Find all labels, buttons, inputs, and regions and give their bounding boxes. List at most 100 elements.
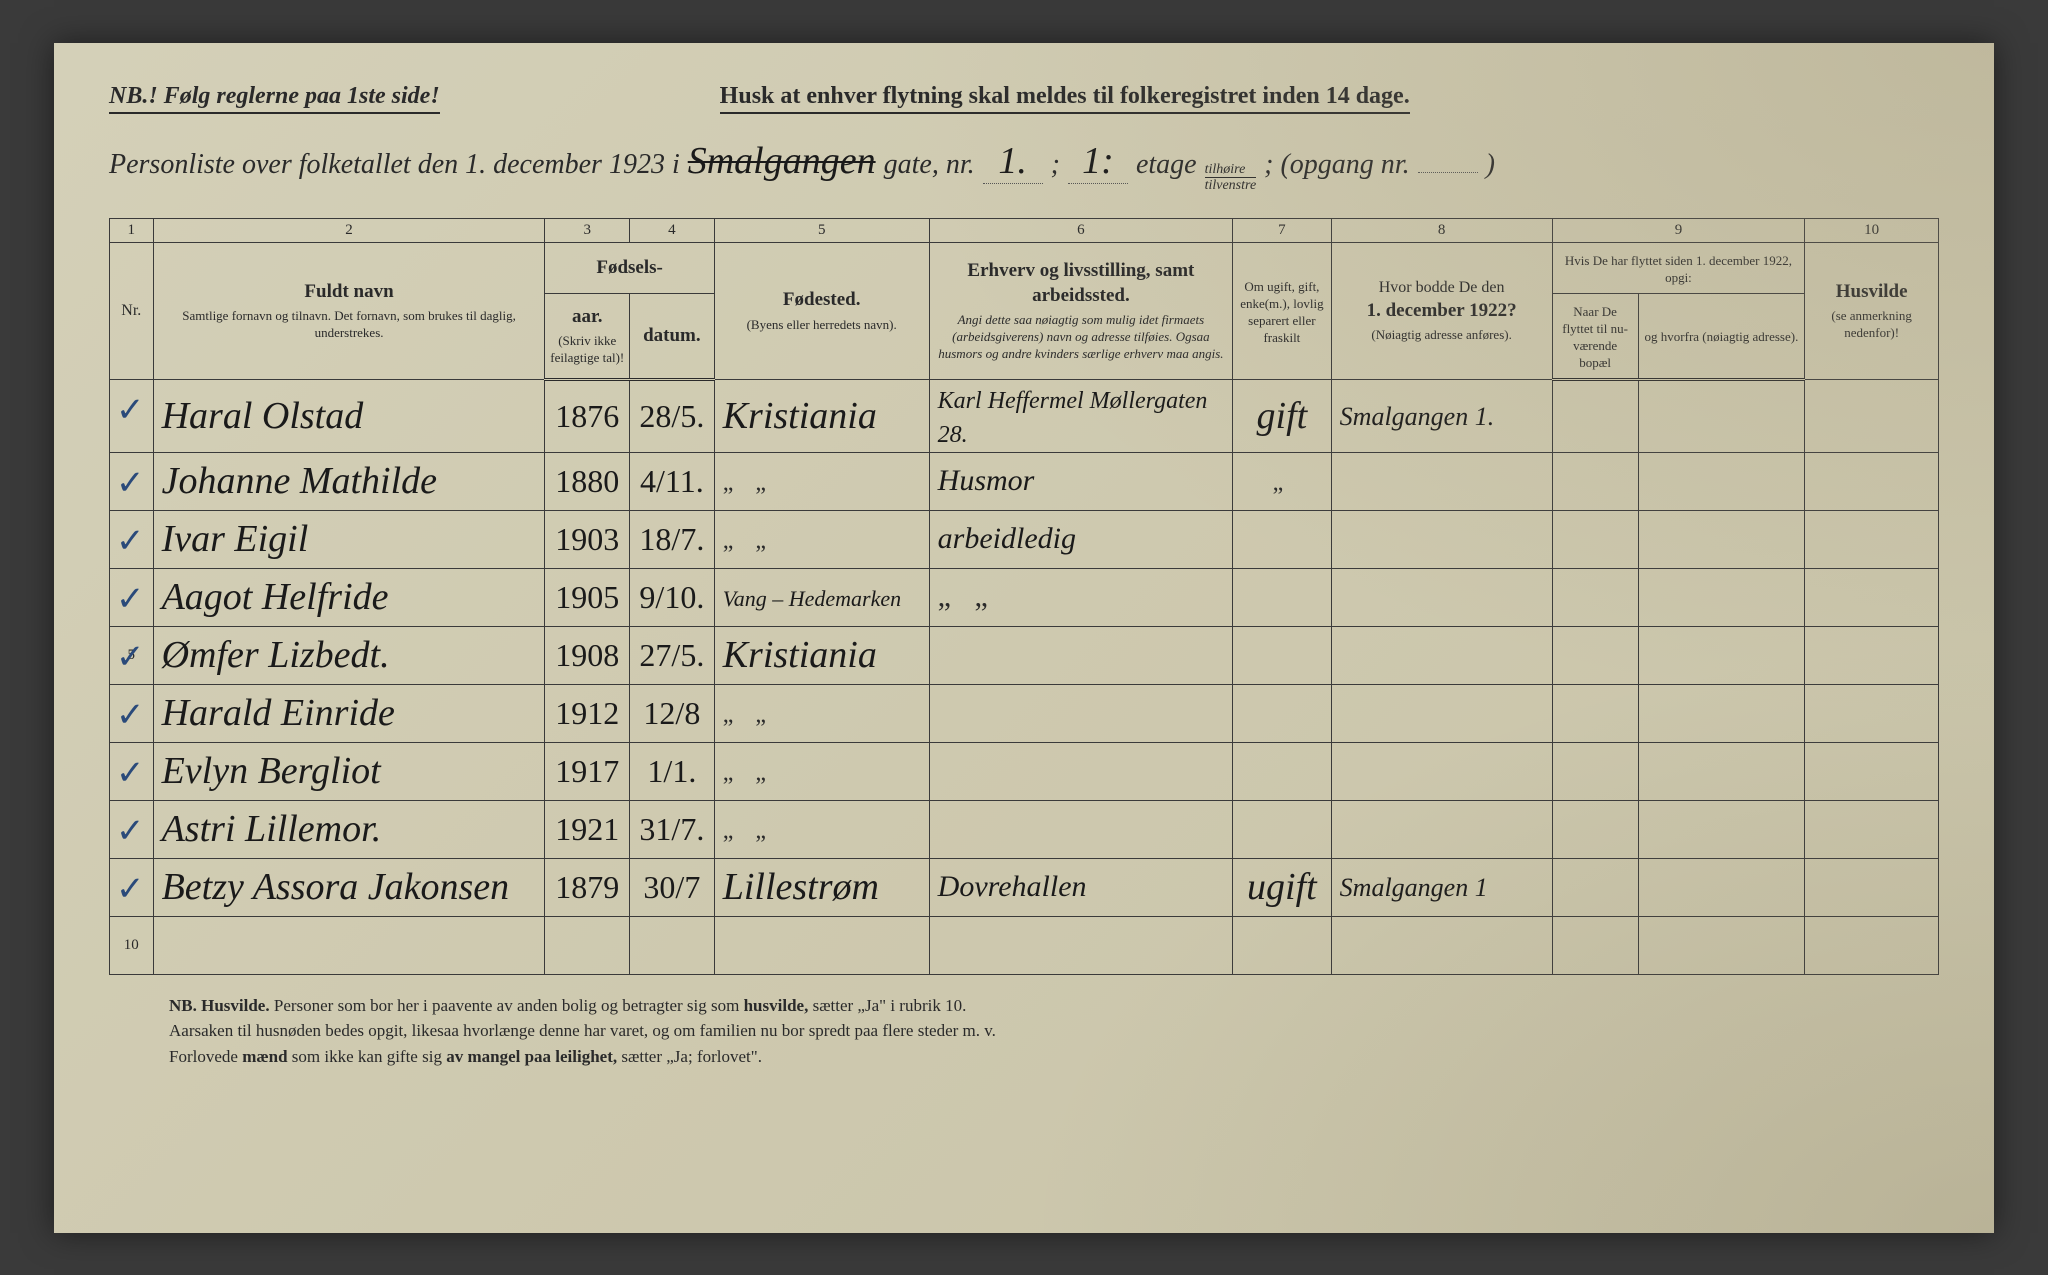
- cell-husvilde: [1805, 510, 1939, 568]
- table-body: ✓Haral Olstad187628/5.KristianiaKarl Hef…: [110, 379, 1939, 974]
- cell-date: 4/11.: [630, 452, 715, 510]
- cell-year: 1879: [545, 858, 630, 916]
- cell-moved: [1552, 858, 1638, 916]
- cell-name: Betzy Assora Jakonsen: [153, 858, 545, 916]
- header-line-1: NB.! Følg reglerne paa 1ste side! Husk a…: [109, 83, 1939, 114]
- cell-year: 1905: [545, 568, 630, 626]
- cell-occupation: [929, 742, 1232, 800]
- husk-instruction: Husk at enhver flytning skal meldes til …: [720, 83, 1410, 114]
- cell-marital: [1233, 568, 1332, 626]
- cell-residence: Smalgangen 1: [1331, 858, 1552, 916]
- table-row: ✓Ivar Eigil190318/7.„ „arbeidledig: [110, 510, 1939, 568]
- cell-date: 12/8: [630, 684, 715, 742]
- cell-from: [1638, 684, 1805, 742]
- cell-date: 30/7: [630, 858, 715, 916]
- cell-from: [1638, 742, 1805, 800]
- cell-moved: [1552, 452, 1638, 510]
- cell-birthplace: Lillestrøm: [714, 858, 929, 916]
- cell-from: [1638, 626, 1805, 684]
- th-naar: Naar De flyttet til nu-værende bopæl: [1552, 294, 1638, 380]
- colnum-6: 6: [929, 219, 1232, 243]
- cell-year: 1876: [545, 379, 630, 452]
- cell-from: [1638, 379, 1805, 452]
- colnum-4: 4: [630, 219, 715, 243]
- th-fodsels: Fødsels-: [545, 243, 714, 294]
- footer-line-1: NB. Husvilde. Personer som bor her i paa…: [169, 993, 1939, 1019]
- cell-year: 1912: [545, 684, 630, 742]
- table-row: ✓Betzy Assora Jakonsen187930/7Lillestrøm…: [110, 858, 1939, 916]
- header-row-a: Nr. Fuldt navn Samtlige fornavn og tilna…: [110, 243, 1939, 294]
- th-nr: Nr.: [110, 243, 154, 379]
- cell-occupation: [929, 684, 1232, 742]
- colnum-2: 2: [153, 219, 545, 243]
- cell-residence: [1331, 684, 1552, 742]
- table-row: ✓Harald Einride191212/8„ „: [110, 684, 1939, 742]
- tilhoire-tilvenstre: tilhøire tilvenstre: [1205, 162, 1257, 194]
- nb-instruction: NB.! Følg reglerne paa 1ste side!: [109, 83, 440, 114]
- checkmark-icon: ✓: [116, 579, 145, 619]
- etage-label: etage: [1136, 149, 1197, 181]
- cell-marital: [1233, 626, 1332, 684]
- colnum-1: 1: [110, 219, 154, 243]
- cell-birthplace: „ „: [714, 452, 929, 510]
- cell-date: 31/7.: [630, 800, 715, 858]
- colnum-3: 3: [545, 219, 630, 243]
- th-bodde: Hvor bodde De den 1. december 1922? (Nøi…: [1331, 243, 1552, 379]
- cell-nr: ✓: [110, 379, 154, 452]
- cell-husvilde: [1805, 568, 1939, 626]
- cell-name: Haral Olstad: [153, 379, 545, 452]
- cell-from: [1638, 916, 1805, 974]
- cell-date: 9/10.: [630, 568, 715, 626]
- cell-name: Harald Einride: [153, 684, 545, 742]
- colnum-10: 10: [1805, 219, 1939, 243]
- cell-moved: [1552, 800, 1638, 858]
- cell-occupation: [929, 626, 1232, 684]
- cell-occupation: [929, 916, 1232, 974]
- cell-occupation: „ „: [929, 568, 1232, 626]
- cell-husvilde: [1805, 379, 1939, 452]
- th-aar: aar. (Skriv ikke feilagtige tal)!: [545, 294, 630, 380]
- table-row: ✓Johanne Mathilde18804/11.„ „Husmor„: [110, 452, 1939, 510]
- cell-year: 1917: [545, 742, 630, 800]
- cell-nr: ✓: [110, 568, 154, 626]
- checkmark-icon: ✓: [116, 637, 145, 677]
- cell-occupation: arbeidledig: [929, 510, 1232, 568]
- cell-from: [1638, 510, 1805, 568]
- header-line-2: Personliste over folketallet den 1. dece…: [109, 139, 1939, 194]
- cell-year: 1921: [545, 800, 630, 858]
- cell-occupation: Dovrehallen: [929, 858, 1232, 916]
- cell-birthplace: „ „: [714, 742, 929, 800]
- cell-husvilde: [1805, 452, 1939, 510]
- cell-occupation: Karl Heffermel Møllergaten 28.: [929, 379, 1232, 452]
- cell-nr: ✓: [110, 452, 154, 510]
- cell-residence: [1331, 626, 1552, 684]
- cell-marital: [1233, 916, 1332, 974]
- etage-number: 1:: [1068, 139, 1128, 184]
- cell-name: Aagot Helfride: [153, 568, 545, 626]
- opgang-label: ; (opgang nr.: [1264, 149, 1409, 181]
- cell-marital: [1233, 510, 1332, 568]
- table-header: 1 2 3 4 5 6 7 8 9 10 Nr. Fuldt navn Samt…: [110, 219, 1939, 379]
- close-paren: ): [1486, 149, 1495, 181]
- cell-occupation: Husmor: [929, 452, 1232, 510]
- cell-year: 1903: [545, 510, 630, 568]
- cell-marital: [1233, 742, 1332, 800]
- opgang-number: [1418, 172, 1478, 173]
- cell-name: Ivar Eigil: [153, 510, 545, 568]
- cell-from: [1638, 800, 1805, 858]
- checkmark-icon: ✓: [116, 811, 145, 851]
- cell-birthplace: [714, 916, 929, 974]
- checkmark-icon: ✓: [116, 390, 145, 430]
- th-hvorfra: og hvorfra (nøiagtig adresse).: [1638, 294, 1805, 380]
- cell-birthplace: Kristiania: [714, 626, 929, 684]
- cell-residence: [1331, 742, 1552, 800]
- cell-nr: ✓: [110, 510, 154, 568]
- cell-from: [1638, 568, 1805, 626]
- cell-moved: [1552, 626, 1638, 684]
- table-row: ✓Haral Olstad187628/5.KristianiaKarl Hef…: [110, 379, 1939, 452]
- th-datum: datum.: [630, 294, 715, 380]
- table-row: ✓Astri Lillemor.192131/7.„ „: [110, 800, 1939, 858]
- cell-residence: [1331, 510, 1552, 568]
- cell-date: [630, 916, 715, 974]
- cell-marital: „: [1233, 452, 1332, 510]
